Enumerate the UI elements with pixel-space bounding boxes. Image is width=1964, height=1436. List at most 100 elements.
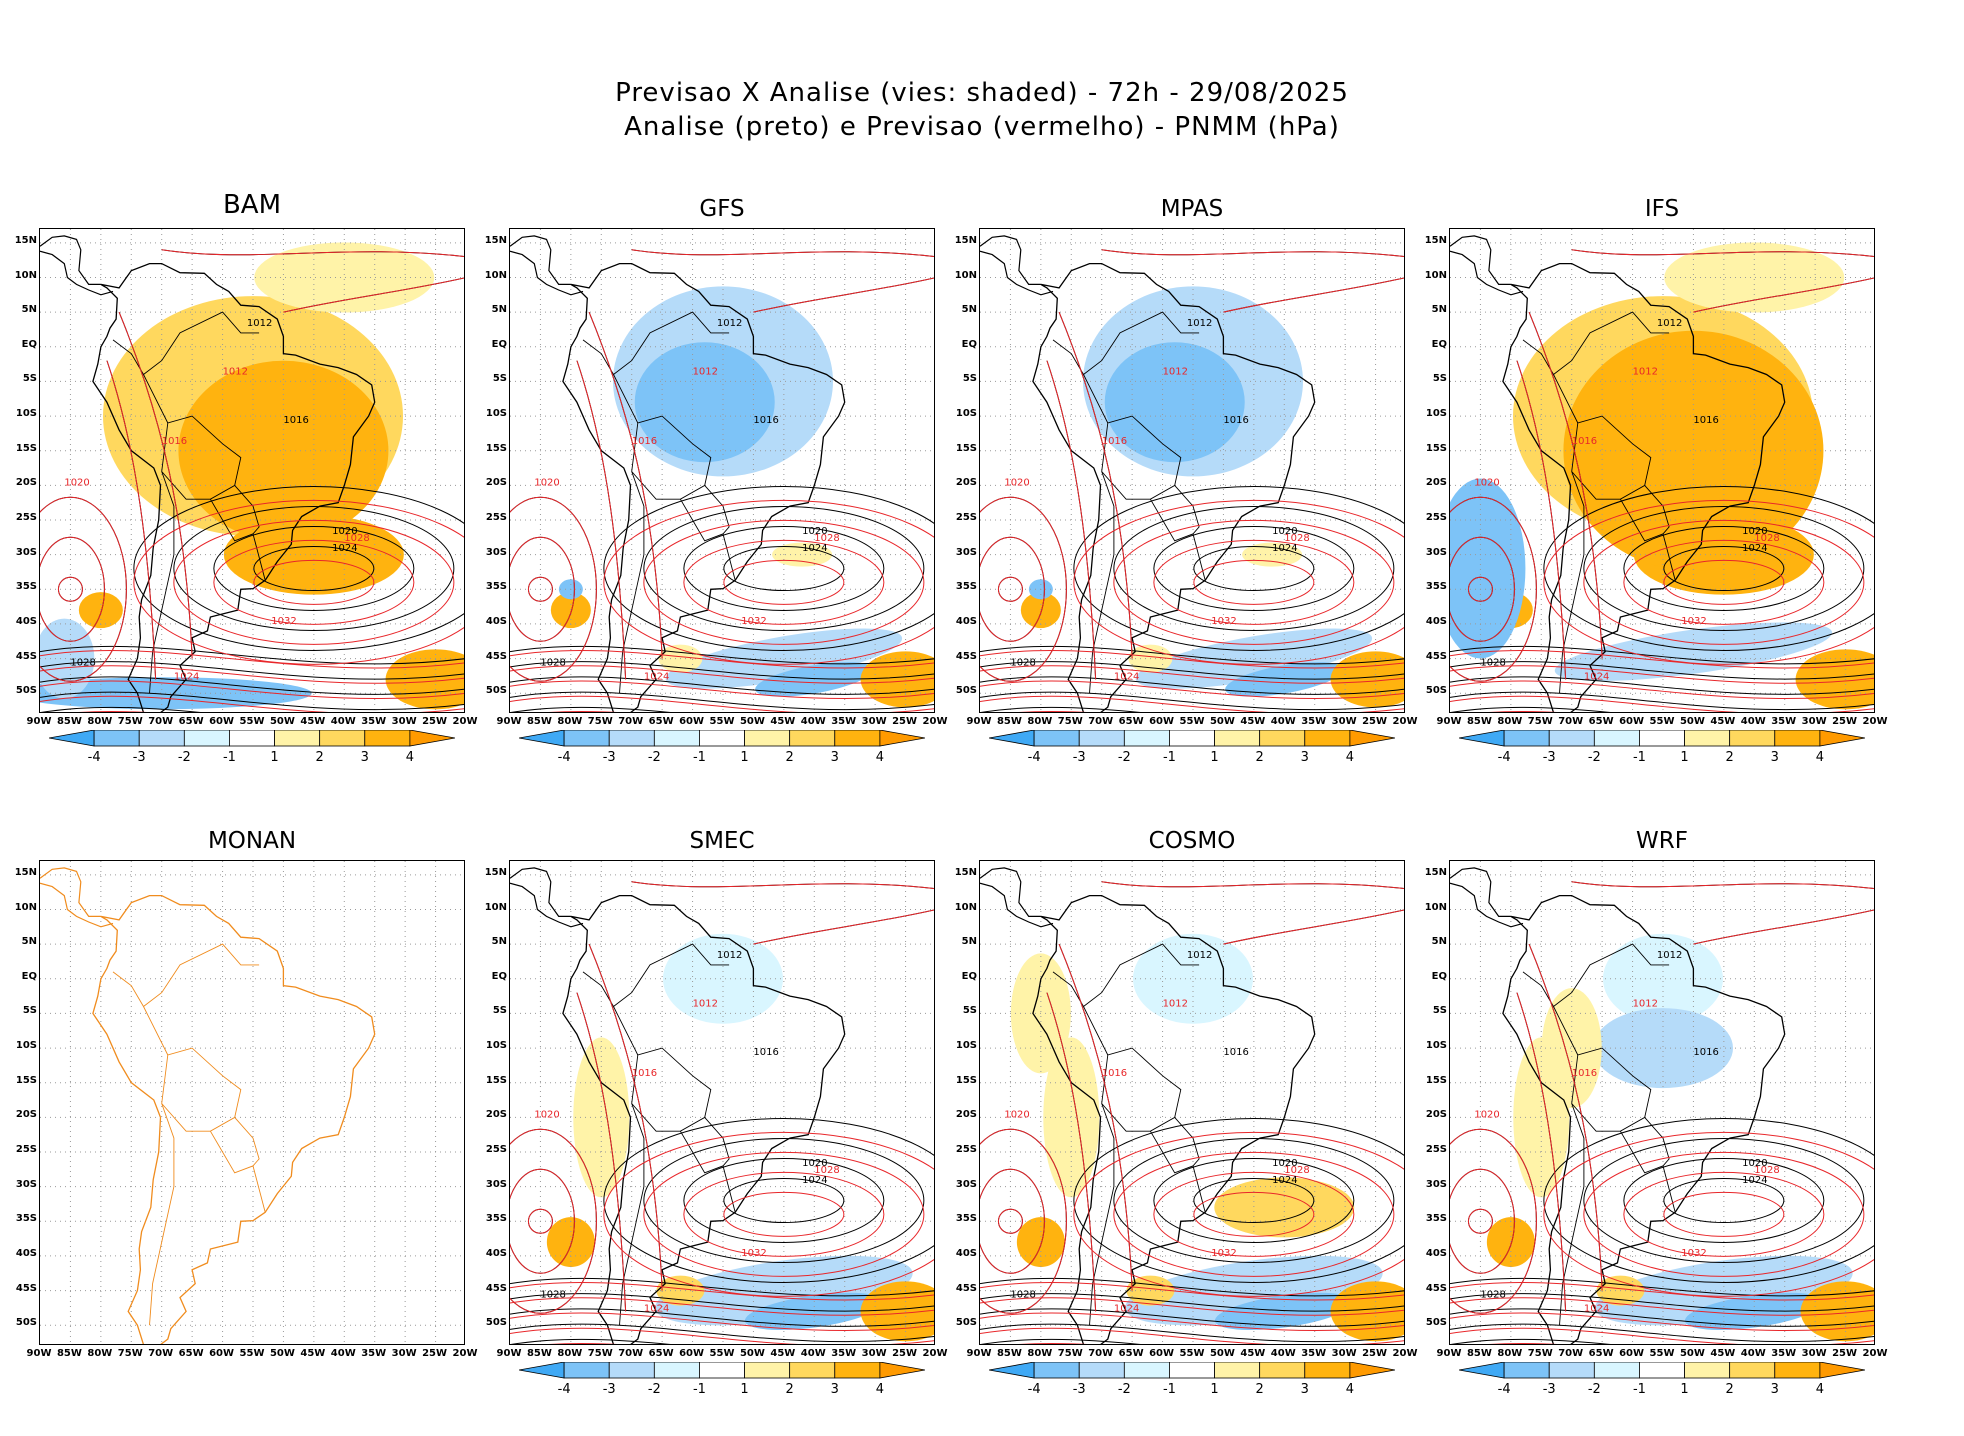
- lon-label: 85W: [526, 716, 552, 727]
- colorbar-swatch: [1639, 730, 1685, 747]
- colorbar-label: -1: [1162, 750, 1176, 765]
- colorbar-label: 2: [1725, 1382, 1734, 1397]
- lat-label: 10N: [1424, 269, 1447, 281]
- isobar-label: 1032: [741, 616, 766, 627]
- graticule: [1450, 229, 1874, 712]
- isobar-label: 1032: [271, 616, 296, 627]
- isobar: [631, 881, 934, 890]
- lon-label: 40W: [800, 1348, 826, 1359]
- lon-label: 80W: [87, 1348, 113, 1359]
- graticule: [510, 229, 934, 712]
- isobar: [1450, 680, 1874, 700]
- isobar: [643, 1151, 925, 1277]
- isobar-label: 1016: [1223, 415, 1248, 426]
- isobar: [643, 519, 925, 645]
- warm-bias-region: [1541, 988, 1602, 1109]
- map-area: 1012 1016 1020 1024 1028 1012 1016 1020 1024 1028…: [979, 228, 1405, 713]
- isobar-label: 1016: [1223, 1047, 1248, 1058]
- colorbar-label: 4: [405, 750, 415, 765]
- colorbar-swatch: [834, 1362, 881, 1379]
- lat-label: 30S: [1425, 1178, 1447, 1190]
- isobar: [133, 499, 464, 665]
- warm-bias-region: [550, 592, 591, 629]
- colorbar-swatch: [183, 730, 230, 747]
- coastline-central-america: [510, 250, 584, 296]
- lon-label: 30W: [391, 716, 417, 727]
- country-border: [1101, 1047, 1182, 1132]
- lat-label: 30S: [485, 1178, 507, 1190]
- isobar: [1543, 486, 1874, 651]
- lon-label: 30W: [861, 716, 887, 727]
- coastline-central-america: [40, 235, 101, 285]
- isobar: [1450, 1308, 1874, 1327]
- isobar: [1193, 1191, 1315, 1237]
- lon-label: 80W: [1027, 716, 1053, 727]
- lat-label: 5N: [1431, 304, 1447, 316]
- isobar: [57, 576, 83, 602]
- isobar: [40, 695, 464, 712]
- lon-label: 30W: [1801, 716, 1827, 727]
- isobar: [576, 360, 627, 680]
- colorbar-label: -4: [557, 750, 571, 765]
- warm-bias-region: [1664, 242, 1845, 313]
- lon-label: 45W: [1240, 716, 1266, 727]
- lon-label: 30W: [1331, 1348, 1357, 1359]
- isobar: [1623, 539, 1825, 625]
- lon-label: 85W: [1466, 716, 1492, 727]
- isobar-label: 1020: [1474, 1109, 1499, 1120]
- lon-label: 35W: [1301, 716, 1327, 727]
- colorbar-swatch: [1169, 1362, 1215, 1379]
- isobar: [1153, 1171, 1355, 1257]
- lat-label: 10S: [955, 408, 977, 420]
- isobar: [510, 1308, 934, 1327]
- isobar: [643, 1138, 925, 1263]
- isobar: [1450, 1338, 1611, 1344]
- colorbar-swatch: [1729, 730, 1776, 747]
- lon-label: 80W: [557, 716, 583, 727]
- lat-label: 15N: [1424, 866, 1447, 878]
- colorbar-label: 2: [785, 750, 794, 765]
- isobar: [1663, 546, 1785, 591]
- isobar-label: 1020: [1004, 477, 1029, 488]
- isobar: [1450, 1282, 1874, 1301]
- coastline-central-america: [510, 882, 584, 928]
- lat-label: 50S: [955, 685, 977, 697]
- lon-label: 45W: [300, 716, 326, 727]
- isobar: [1528, 943, 1603, 1291]
- colorbar-label: -4: [557, 1382, 571, 1397]
- isobar: [631, 249, 934, 258]
- colorbar: -4 -3 -2 -1 1 2 3 4: [519, 1362, 925, 1398]
- colorbar-label: 3: [1300, 1382, 1309, 1397]
- lat-label: 5S: [22, 1005, 37, 1017]
- lat-label: 35S: [955, 1213, 977, 1225]
- isobar-label: 1028: [814, 533, 839, 544]
- lon-label: 20W: [1862, 1348, 1888, 1359]
- colorbar-swatch: [789, 730, 836, 747]
- lon-label: 60W: [1619, 1348, 1645, 1359]
- map-svg: [40, 861, 464, 1344]
- lat-label: 5S: [22, 373, 37, 385]
- panel-gfs: GFS 15N 10N 5N EQ 5S 10S 15S 20S 25S 30S 35S 40S 45S 5…: [475, 196, 948, 766]
- lon-label: 90W: [496, 716, 522, 727]
- lat-label: 15S: [15, 1074, 37, 1086]
- colorbar-label: 2: [315, 750, 324, 765]
- cool-bias-region: [1135, 628, 1373, 689]
- lat-label: 5N: [491, 304, 507, 316]
- lat-label: 40S: [1425, 615, 1447, 627]
- lat-label: 15N: [484, 234, 507, 246]
- map-area: 1012 1016 1020 1024 1028 1012 1016 1020 1024 1028…: [509, 860, 935, 1345]
- lon-label: 50W: [1679, 716, 1705, 727]
- lon-label: 40W: [1270, 1348, 1296, 1359]
- isobar-label: 1032: [1211, 616, 1236, 627]
- lat-label: 40S: [15, 1247, 37, 1259]
- colorbar-label: 4: [1815, 750, 1825, 765]
- colorbar-swatch: [1304, 1362, 1351, 1379]
- isobar: [1058, 311, 1133, 659]
- isobar: [723, 1191, 845, 1237]
- forecast-isobars: [1450, 881, 1874, 1344]
- isobar-label: 1012: [1187, 318, 1212, 329]
- country-border: [613, 943, 730, 1007]
- analysis-isobar-labels: 1012 1016 1020 1024 1028: [1010, 950, 1297, 1301]
